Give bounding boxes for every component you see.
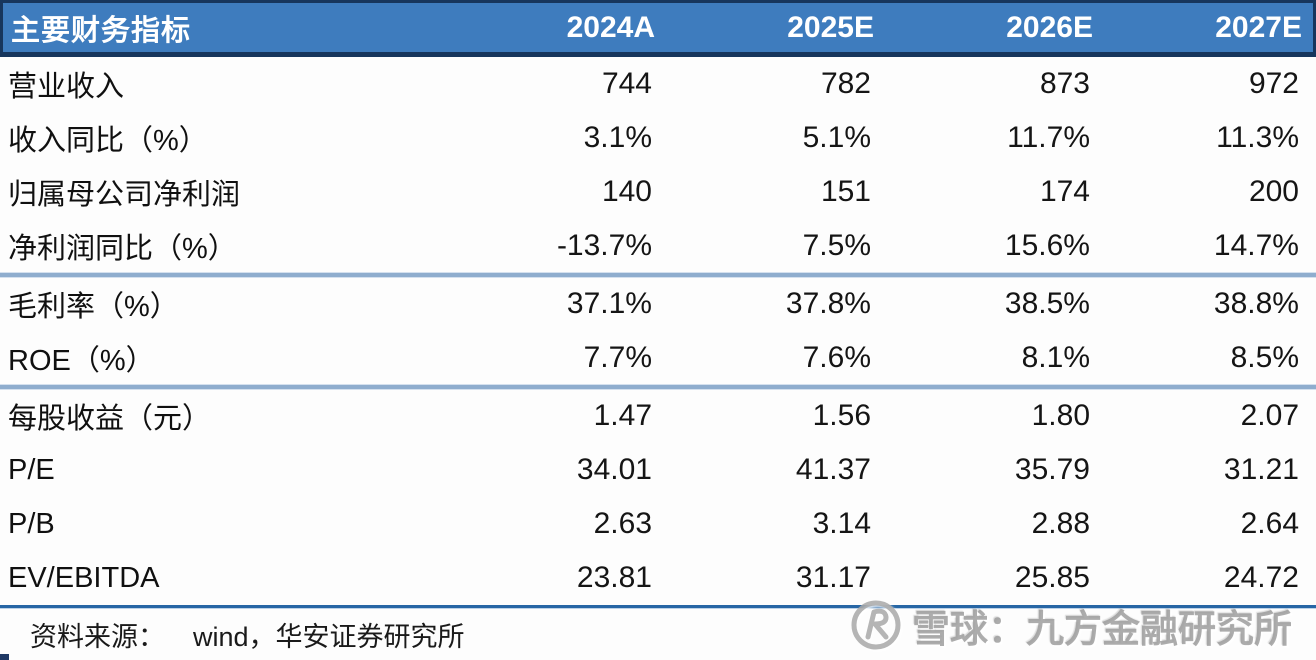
- row-label: 收入同比（%）: [8, 125, 208, 157]
- table-bottom-rule: [0, 605, 1316, 608]
- table-row-net-profit-yoy: 净利润同比（%） -13.7% 7.5% 15.6% 14.7%: [0, 219, 1316, 273]
- cell-value: 7.7%: [583, 341, 652, 374]
- table-row-pe: P/E 34.01 41.37 35.79 31.21: [0, 443, 1316, 497]
- cell-value: -13.7%: [556, 229, 652, 262]
- section-divider: [0, 385, 1316, 389]
- row-label: 毛利率（%）: [8, 291, 179, 323]
- cell-value: 2.88: [1031, 507, 1090, 540]
- table-row-revenue-yoy: 收入同比（%） 3.1% 5.1% 11.7% 11.3%: [0, 111, 1316, 165]
- cell-value: 3.1%: [583, 121, 652, 154]
- column-header-2025e: 2025E: [787, 10, 874, 44]
- cell-value: 23.81: [576, 561, 652, 594]
- cell-value: 15.6%: [1004, 229, 1090, 262]
- column-header-2024a: 2024A: [566, 10, 655, 44]
- row-label: ROE（%）: [8, 345, 155, 377]
- row-label: 净利润同比（%）: [8, 233, 237, 265]
- table-header-row: 主要财务指标 2024A 2025E 2026E 2027E: [0, 0, 1316, 57]
- cell-value: 200: [1248, 175, 1299, 208]
- cell-value: 7.5%: [802, 229, 871, 262]
- cell-value: 151: [820, 175, 871, 208]
- cell-value: 2.64: [1240, 507, 1299, 540]
- cell-value: 38.8%: [1213, 287, 1299, 320]
- cell-value: 1.56: [812, 399, 871, 432]
- cell-value: 2.07: [1240, 399, 1299, 432]
- cell-value: 41.37: [795, 453, 871, 486]
- row-label: 营业收入: [8, 71, 125, 103]
- cell-value: 35.79: [1014, 453, 1090, 486]
- column-header-2027e: 2027E: [1215, 10, 1302, 44]
- cell-value: 174: [1039, 175, 1090, 208]
- cell-value: 2.63: [593, 507, 652, 540]
- cell-value: 31.21: [1223, 453, 1299, 486]
- cell-value: 11.3%: [1216, 121, 1299, 154]
- corner-mark: [0, 654, 9, 660]
- cell-value: 3.14: [812, 507, 871, 540]
- row-label: EV/EBITDA: [8, 561, 160, 594]
- table-row-eps: 每股收益（元） 1.47 1.56 1.80 2.07: [0, 389, 1316, 443]
- cell-value: 744: [601, 67, 652, 100]
- source-label: 资料来源：: [30, 621, 165, 652]
- cell-value: 782: [820, 67, 871, 100]
- cell-value: 1.80: [1031, 399, 1090, 432]
- row-label: 每股收益（元）: [8, 403, 212, 435]
- cell-value: 24.72: [1223, 561, 1299, 594]
- cell-value: 140: [601, 175, 652, 208]
- cell-value: 31.17: [795, 561, 871, 594]
- cell-value: 38.5%: [1004, 287, 1090, 320]
- table-row-ev-ebitda: EV/EBITDA 23.81 31.17 25.85 24.72: [0, 551, 1316, 605]
- table-row-revenue: 营业收入 744 782 873 972: [0, 57, 1316, 111]
- row-label: P/E: [8, 453, 55, 486]
- source-note: 资料来源： wind，华安证券研究所: [0, 608, 1316, 660]
- column-header-2026e: 2026E: [1006, 10, 1093, 44]
- table-row-roe: ROE（%） 7.7% 7.6% 8.1% 8.5%: [0, 331, 1316, 385]
- cell-value: 8.5%: [1230, 341, 1299, 374]
- row-label: 归属母公司净利润: [8, 179, 241, 211]
- cell-value: 5.1%: [802, 121, 871, 154]
- cell-value: 14.7%: [1213, 229, 1299, 262]
- cell-value: 972: [1248, 67, 1299, 100]
- table-row-pb: P/B 2.63 3.14 2.88 2.64: [0, 497, 1316, 551]
- cell-value: 11.7%: [1007, 121, 1090, 154]
- table-row-net-profit: 归属母公司净利润 140 151 174 200: [0, 165, 1316, 219]
- source-text: wind，华安证券研究所: [193, 621, 465, 652]
- cell-value: 873: [1039, 67, 1090, 100]
- cell-value: 25.85: [1014, 561, 1090, 594]
- table-row-gross-margin: 毛利率（%） 37.1% 37.8% 38.5% 38.8%: [0, 277, 1316, 331]
- table-title: 主要财务指标: [11, 14, 192, 47]
- cell-value: 7.6%: [802, 341, 871, 374]
- section-divider: [0, 273, 1316, 277]
- cell-value: 8.1%: [1021, 341, 1090, 374]
- cell-value: 1.47: [593, 399, 652, 432]
- cell-value: 34.01: [576, 453, 652, 486]
- cell-value: 37.1%: [566, 287, 652, 320]
- row-label: P/B: [8, 507, 55, 540]
- cell-value: 37.8%: [785, 287, 871, 320]
